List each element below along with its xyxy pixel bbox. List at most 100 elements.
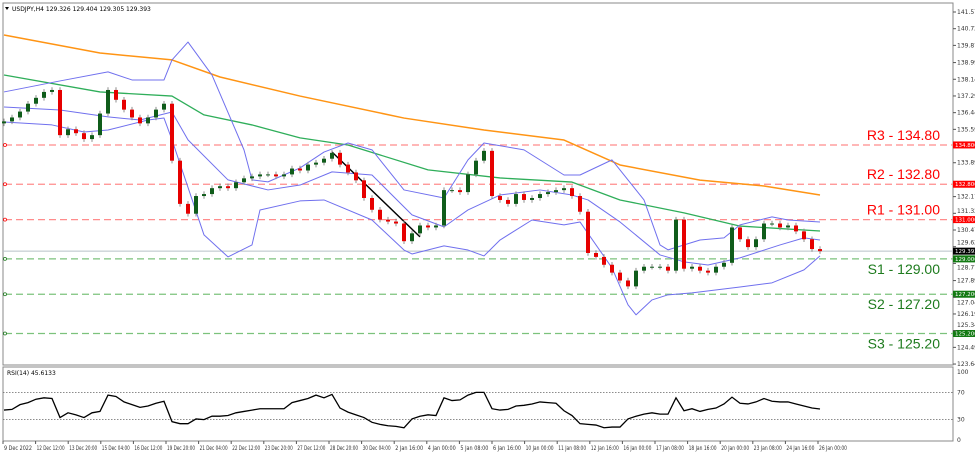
level-anchor bbox=[3, 143, 7, 147]
moving-average-fast-line bbox=[3, 74, 821, 232]
x-tick-label: 27 Dec 12:00 bbox=[297, 445, 325, 452]
candle-bull bbox=[482, 150, 486, 161]
y-tick-label: 139.870 bbox=[957, 42, 975, 49]
rsi-tick-label: 100 bbox=[957, 369, 969, 376]
candle-bull bbox=[642, 266, 646, 271]
x-tick-label: 10 Jan 00:00 bbox=[526, 445, 554, 452]
candle-bull bbox=[66, 129, 70, 136]
x-tick-label: 6 Jan 16:00 bbox=[493, 445, 521, 452]
x-tick-label: 4 Jan 00:00 bbox=[428, 445, 456, 452]
candle-bear bbox=[178, 160, 182, 204]
candle-bull bbox=[538, 194, 542, 198]
level-anchor bbox=[3, 331, 7, 336]
candle-bear bbox=[626, 280, 630, 287]
candle-bear bbox=[586, 211, 590, 253]
candle-bear bbox=[506, 199, 510, 204]
candle-bull bbox=[658, 266, 662, 268]
candle-bear bbox=[618, 272, 622, 281]
candle-bull bbox=[282, 174, 286, 177]
x-tick-label: 15 Dec 04:00 bbox=[102, 445, 130, 452]
candle-bull bbox=[786, 225, 790, 228]
candle-bear bbox=[402, 223, 406, 242]
y-tick-label: 126.195 bbox=[957, 311, 975, 318]
candle-bear bbox=[346, 164, 350, 173]
candle-bull bbox=[10, 117, 14, 122]
rsi-tick-label: 30 bbox=[957, 417, 965, 424]
y-tick-label: 129.620 bbox=[957, 240, 975, 247]
level-label: S1 - 129.00 bbox=[868, 261, 941, 277]
candle-bear bbox=[426, 225, 430, 228]
candle-bull bbox=[146, 117, 150, 124]
candle-bear bbox=[338, 152, 342, 165]
candle-bull bbox=[722, 262, 726, 267]
last-price-badge bbox=[953, 247, 975, 255]
candle-bull bbox=[650, 266, 654, 268]
candle-bull bbox=[714, 266, 718, 273]
candle-bull bbox=[34, 97, 38, 104]
candle-bull bbox=[474, 160, 478, 175]
x-tick-label: 17 Jan 08:00 bbox=[656, 445, 684, 452]
candle-bull bbox=[26, 103, 30, 112]
y-tick-label: 133.895 bbox=[957, 160, 975, 167]
y-tick-label: 135.595 bbox=[957, 126, 975, 133]
candle-bear bbox=[682, 219, 686, 269]
y-tick-label: 140.720 bbox=[957, 26, 975, 33]
candle-bull bbox=[322, 158, 326, 163]
candle-bull bbox=[290, 168, 294, 175]
candle-bull bbox=[554, 190, 558, 193]
level-label: R2 - 132.80 bbox=[867, 166, 940, 182]
y-tick-label: 131.320 bbox=[957, 208, 975, 215]
bollinger-lower-line bbox=[3, 117, 821, 316]
y-tick-label: 132.170 bbox=[957, 194, 975, 201]
x-tick-label: 24 Jan 16:00 bbox=[786, 445, 814, 452]
candle-bear bbox=[362, 180, 366, 198]
x-tick-label: 12 Dec 12:00 bbox=[37, 445, 65, 452]
candle-bull bbox=[330, 152, 334, 159]
rsi-line bbox=[3, 391, 821, 429]
level-price-badge bbox=[953, 180, 975, 188]
candle-bull bbox=[562, 188, 566, 191]
x-tick-label: 28 Dec 20:00 bbox=[330, 445, 358, 452]
candle-bull bbox=[194, 196, 198, 214]
candle-bull bbox=[418, 225, 422, 234]
candle-bull bbox=[314, 162, 318, 165]
level-label: R1 - 131.00 bbox=[867, 202, 940, 218]
candle-bull bbox=[90, 135, 94, 140]
moving-average-slow-line bbox=[3, 34, 821, 196]
level-price-badge-text: 125.200 bbox=[955, 332, 975, 338]
level-label: S2 - 127.20 bbox=[868, 296, 941, 312]
candle-bull bbox=[466, 174, 470, 193]
candle-bear bbox=[706, 270, 710, 273]
candle-bull bbox=[410, 233, 414, 242]
level-label: S3 - 125.20 bbox=[868, 336, 941, 352]
candle-bull bbox=[770, 223, 774, 225]
candle-bear bbox=[82, 133, 86, 140]
level-anchor bbox=[3, 292, 7, 297]
candle-bull bbox=[450, 190, 454, 192]
level-price-badge-text: 129.000 bbox=[955, 257, 975, 263]
candle-bull bbox=[210, 188, 214, 195]
candle-bear bbox=[666, 266, 670, 271]
candle-bear bbox=[226, 186, 230, 189]
x-tick-label: 16 Jan 00:00 bbox=[623, 445, 651, 452]
rsi-tick-label: 0 bbox=[957, 437, 961, 444]
level-price-badge-text: 127.200 bbox=[955, 292, 975, 298]
level-price-badge bbox=[953, 141, 975, 149]
x-tick-label: 19 Dec 20:00 bbox=[167, 445, 195, 452]
y-tick-label: 138.145 bbox=[957, 76, 975, 83]
candle-bear bbox=[130, 109, 134, 118]
level-label: R3 - 134.80 bbox=[867, 127, 940, 143]
x-tick-label: 9 Dec 2022 bbox=[4, 445, 32, 452]
x-tick-label: 16 Dec 12:00 bbox=[134, 445, 162, 452]
candle-bear bbox=[594, 252, 598, 257]
candle-bear bbox=[386, 219, 390, 222]
candle-bear bbox=[602, 256, 606, 265]
x-tick-label: 5 Jan 08:00 bbox=[460, 445, 488, 452]
candle-bull bbox=[98, 113, 102, 136]
candle-bear bbox=[794, 225, 798, 232]
y-tick-label: 124.495 bbox=[957, 344, 975, 351]
candle-bear bbox=[610, 264, 614, 273]
candle-bull bbox=[530, 197, 534, 200]
candle-bear bbox=[378, 209, 382, 220]
